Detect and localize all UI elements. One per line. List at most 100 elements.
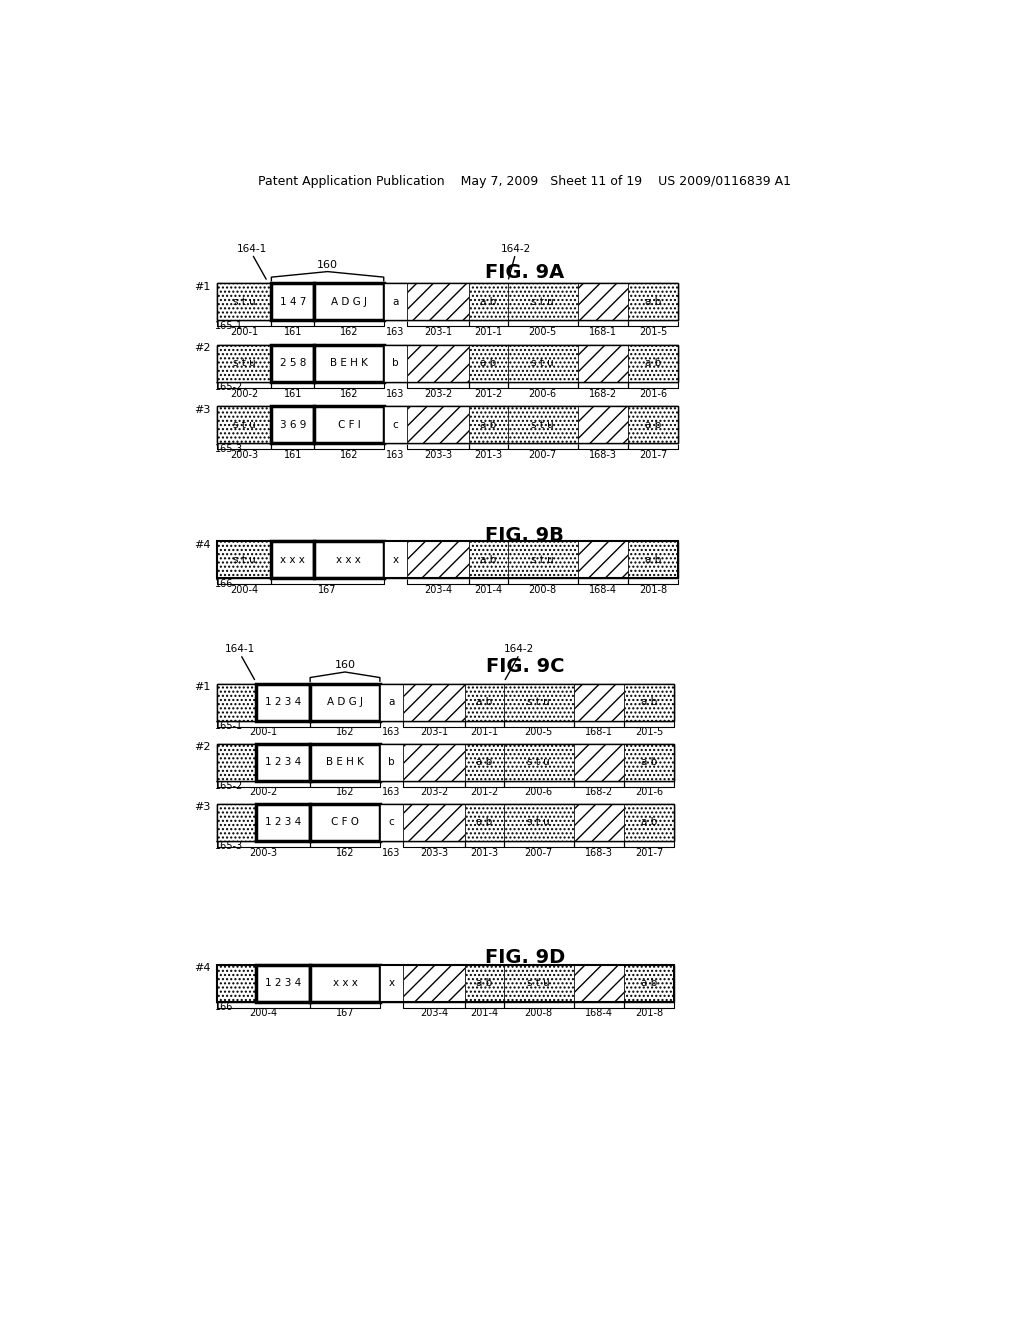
Text: 168-2: 168-2 <box>585 788 613 797</box>
Text: a b: a b <box>641 697 657 708</box>
Text: 161: 161 <box>284 388 302 399</box>
Bar <box>217 407 678 444</box>
Text: 161: 161 <box>284 450 302 461</box>
Bar <box>469 345 508 381</box>
Bar <box>256 965 310 1002</box>
Text: c: c <box>389 817 394 828</box>
Bar <box>624 743 675 780</box>
Bar <box>380 684 403 721</box>
Text: a b: a b <box>480 297 497 306</box>
Bar <box>403 743 465 780</box>
Bar <box>465 743 504 780</box>
Text: 201-6: 201-6 <box>639 388 667 399</box>
Bar <box>504 684 573 721</box>
Text: 168-1: 168-1 <box>589 327 616 337</box>
Text: s t u: s t u <box>531 420 554 430</box>
Text: 200-4: 200-4 <box>230 585 258 595</box>
Bar <box>465 804 504 841</box>
Text: 200-1: 200-1 <box>230 327 258 337</box>
Text: a b: a b <box>476 697 493 708</box>
Text: 201-7: 201-7 <box>635 847 664 858</box>
Text: 201-4: 201-4 <box>470 1008 499 1019</box>
Text: FIG. 9C: FIG. 9C <box>485 657 564 676</box>
Text: a b: a b <box>645 297 662 306</box>
Text: 203-3: 203-3 <box>424 450 452 461</box>
Text: 162: 162 <box>336 847 354 858</box>
Text: a b: a b <box>645 358 662 368</box>
Text: 162: 162 <box>336 727 354 738</box>
Text: 168-4: 168-4 <box>589 585 616 595</box>
Text: x x x: x x x <box>337 554 361 565</box>
Text: 168-3: 168-3 <box>585 847 612 858</box>
Text: s t u: s t u <box>527 697 550 708</box>
Text: s t u: s t u <box>531 554 554 565</box>
Bar <box>310 684 380 721</box>
Text: a b: a b <box>480 420 497 430</box>
Text: 165-1: 165-1 <box>215 321 243 331</box>
Text: 203-2: 203-2 <box>420 788 449 797</box>
Text: #4: #4 <box>195 540 211 549</box>
Bar <box>256 684 310 721</box>
Text: 200-7: 200-7 <box>524 847 553 858</box>
Bar <box>508 284 578 321</box>
Bar <box>628 284 678 321</box>
Text: c: c <box>392 420 398 430</box>
Bar <box>573 743 624 780</box>
Text: #4: #4 <box>195 964 211 973</box>
Text: 164-2: 164-2 <box>501 244 530 253</box>
Bar <box>624 965 675 1002</box>
Bar <box>271 407 314 444</box>
Text: s t u: s t u <box>527 758 550 767</box>
Text: 201-3: 201-3 <box>470 847 499 858</box>
Text: #1: #1 <box>195 682 211 692</box>
Bar <box>504 804 573 841</box>
Bar <box>380 965 403 1002</box>
Bar <box>573 804 624 841</box>
Text: b: b <box>392 358 398 368</box>
Text: #2: #2 <box>195 343 211 354</box>
Text: 168-2: 168-2 <box>589 388 616 399</box>
Bar <box>504 743 573 780</box>
Bar <box>217 804 675 841</box>
Text: x x x: x x x <box>333 978 357 989</box>
Bar <box>217 541 678 578</box>
Bar <box>310 743 380 780</box>
Text: 200-2: 200-2 <box>250 788 278 797</box>
Text: x: x <box>388 978 394 989</box>
Bar <box>508 345 578 381</box>
Text: 201-1: 201-1 <box>474 327 503 337</box>
Bar <box>310 804 380 841</box>
Bar <box>407 407 469 444</box>
Text: a b: a b <box>476 817 493 828</box>
Bar <box>465 684 504 721</box>
Bar <box>314 284 384 321</box>
Text: 163: 163 <box>382 727 400 738</box>
Bar <box>256 804 310 841</box>
Bar <box>217 684 256 721</box>
Bar <box>217 743 675 780</box>
Text: 167: 167 <box>336 1008 354 1019</box>
Bar <box>628 407 678 444</box>
Bar <box>403 684 465 721</box>
Bar <box>217 684 675 721</box>
Bar <box>217 965 675 1002</box>
Text: 201-8: 201-8 <box>635 1008 664 1019</box>
Text: 165-2: 165-2 <box>215 383 243 392</box>
Text: 1 2 3 4: 1 2 3 4 <box>265 817 301 828</box>
Text: 1 2 3 4: 1 2 3 4 <box>265 758 301 767</box>
Bar <box>465 965 504 1002</box>
Text: 160: 160 <box>335 660 355 671</box>
Text: 163: 163 <box>386 388 404 399</box>
Text: 200-5: 200-5 <box>528 327 557 337</box>
Text: 203-3: 203-3 <box>420 847 449 858</box>
Text: B E H K: B E H K <box>330 358 368 368</box>
Text: 3 6 9: 3 6 9 <box>280 420 306 430</box>
Text: a b: a b <box>641 978 657 989</box>
Bar <box>403 965 465 1002</box>
Text: 162: 162 <box>336 788 354 797</box>
Text: 201-8: 201-8 <box>639 585 667 595</box>
Bar <box>508 541 578 578</box>
Bar <box>314 345 384 381</box>
Text: 167: 167 <box>318 585 337 595</box>
Text: #2: #2 <box>195 742 211 752</box>
